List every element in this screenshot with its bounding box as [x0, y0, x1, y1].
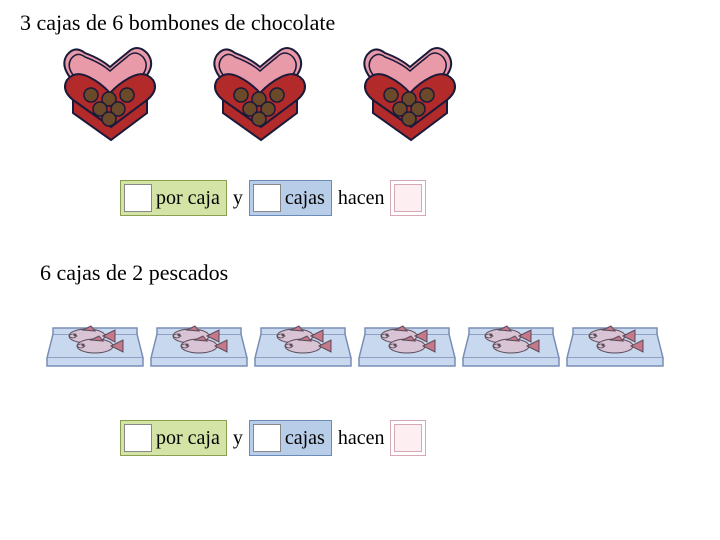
input-boxes-1[interactable] [253, 184, 281, 212]
boxes-group-2: cajas [249, 420, 332, 456]
per-box-label-2: por caja [156, 427, 220, 450]
per-box-group-2: por caja [120, 420, 227, 456]
section1-title: 3 cajas de 6 bombones de chocolate [20, 10, 335, 36]
fish-boxes-row [45, 300, 669, 375]
result-group-1 [390, 180, 426, 216]
fish-box-icon [149, 300, 249, 370]
and-label-2: y [233, 427, 243, 450]
and-label-1: y [233, 187, 243, 210]
chocolate-boxes-row [55, 45, 505, 150]
equation-2: por caja y cajas hacen [120, 420, 426, 456]
chocolate-box-icon [205, 45, 315, 145]
result-group-2 [390, 420, 426, 456]
section2-title: 6 cajas de 2 pescados [40, 260, 228, 286]
boxes-label-2: cajas [285, 427, 325, 450]
input-result-1[interactable] [394, 184, 422, 212]
per-box-label-1: por caja [156, 187, 220, 210]
fish-box-icon [357, 300, 457, 370]
input-per-box-1[interactable] [124, 184, 152, 212]
input-boxes-2[interactable] [253, 424, 281, 452]
fish-box-icon [565, 300, 665, 370]
make-label-1: hacen [338, 187, 385, 210]
make-label-2: hacen [338, 427, 385, 450]
chocolate-box-icon [55, 45, 165, 145]
fish-box-icon [461, 300, 561, 370]
fish-box-icon [45, 300, 145, 370]
fish-box-icon [253, 300, 353, 370]
input-result-2[interactable] [394, 424, 422, 452]
per-box-group-1: por caja [120, 180, 227, 216]
input-per-box-2[interactable] [124, 424, 152, 452]
chocolate-box-icon [355, 45, 465, 145]
boxes-label-1: cajas [285, 187, 325, 210]
boxes-group-1: cajas [249, 180, 332, 216]
equation-1: por caja y cajas hacen [120, 180, 426, 216]
